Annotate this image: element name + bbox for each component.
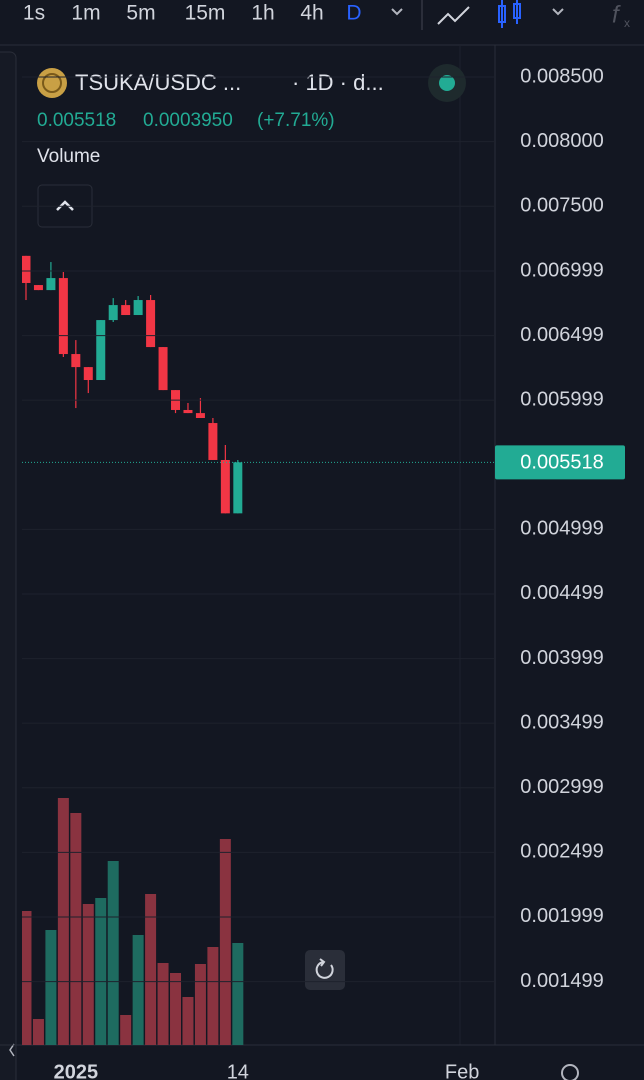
interval-button[interactable]: 1s [23,2,45,25]
legend-price: 0.005518 [37,110,116,131]
y-tick-label: 0.001999 [520,905,603,927]
chart-type-dropdown[interactable] [552,8,564,16]
symbol-icon-inner [42,73,62,93]
legend-change-pct: (+7.71%) [257,110,335,131]
toolbar [0,0,644,45]
volume-bar [82,904,94,1045]
volume-bar [22,911,32,1045]
y-tick-label: 0.004999 [520,518,603,540]
y-tick-label: 0.003499 [520,711,603,733]
reset-button[interactable] [305,950,345,990]
x-tick-label: 2025 [54,1061,99,1080]
side-panel[interactable] [0,51,17,1080]
y-tick-label: 0.006999 [520,259,603,281]
legend-change: 0.0003950 [143,110,233,131]
y-tick-label: 0.001499 [520,970,603,992]
interval-button[interactable]: 1m [71,2,100,25]
candle-body [195,413,205,418]
symbol-icon [37,68,67,98]
side-panel-toggle[interactable] [9,1043,15,1057]
volume-bar [45,930,57,1045]
candle-body [220,459,230,514]
y-tick-label: 0.008000 [520,130,603,152]
y-tick-label: 0.008500 [520,65,603,87]
candle-body [33,285,43,291]
reset-icon-arrow[interactable] [319,958,326,967]
settings-button[interactable] [561,1064,579,1080]
candle-body [183,409,193,414]
symbol-name[interactable]: TSUKA/USDC ... [75,70,241,95]
indicators-button[interactable]: f [612,1,621,28]
indicators-button-sub[interactable]: x [624,16,630,30]
candle-body [83,367,93,381]
candle-chart-icon[interactable] [498,0,521,28]
price-badge [495,445,625,480]
y-tick-label: 0.002499 [520,841,603,863]
interval-button[interactable]: 5m [126,2,155,25]
y-tick-label: 0.005999 [520,388,603,410]
volume-bar [182,997,194,1045]
volume-bar [57,798,69,1045]
interval-button[interactable]: 1h [251,2,274,25]
volume-bar [32,1019,44,1045]
interval-button[interactable]: 15m [185,2,226,25]
volume-bar [219,839,231,1045]
candle-body [96,320,106,381]
volume-bar [232,943,244,1045]
volume-bar [157,963,169,1045]
symbol-interval: · 1D · d... [292,70,384,95]
reset-icon[interactable] [315,961,334,979]
candle-body [208,423,218,460]
candle-body [133,300,143,316]
y-tick-label: 0.004499 [520,582,603,604]
status-dot [439,75,455,91]
volume-bar [207,947,219,1045]
candle-body [22,255,31,283]
interval-button[interactable]: D [346,2,361,25]
volume-bar [194,964,206,1045]
volume-bar [120,1015,132,1045]
volume-bar [70,813,82,1045]
candle-body [71,354,81,368]
y-tick-label: 0.002999 [520,776,603,798]
candle-body [158,347,168,391]
collapse-icon[interactable] [56,200,74,211]
price-badge-label: 0.005518 [520,452,603,474]
candle-body [233,462,243,514]
volume-bar [145,894,157,1045]
candle-body [58,278,68,355]
line-chart-icon[interactable] [437,6,470,25]
indicator-name: Volume [37,146,100,167]
volume-bar [132,935,144,1045]
candle-body [46,278,56,291]
volume-bar [107,861,119,1045]
interval-button[interactable]: 4h [300,2,323,25]
interval-dropdown[interactable] [391,8,403,16]
y-tick-label: 0.003999 [520,647,603,669]
x-tick-label: 14 [227,1061,249,1080]
candle-body [108,305,118,321]
y-tick-label: 0.006499 [520,324,603,346]
y-tick-label: 0.007500 [520,195,603,217]
volume-bar [95,898,107,1045]
volume-bar [170,973,182,1045]
candle-body [146,300,156,348]
candle-body [121,305,131,316]
x-tick-label: Feb [445,1061,479,1080]
